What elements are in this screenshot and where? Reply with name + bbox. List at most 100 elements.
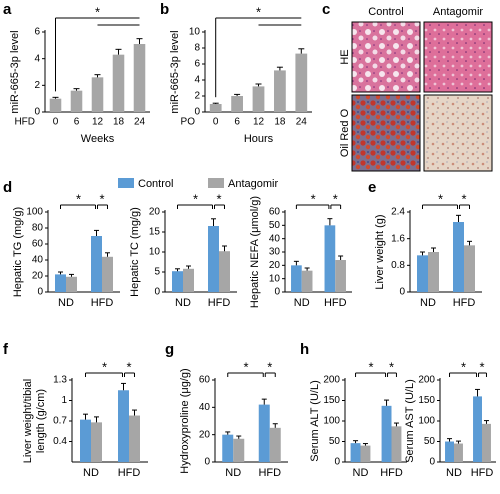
x-tick-label: 12 <box>253 117 265 128</box>
y-axis-label: Liver weight (g) <box>374 214 386 289</box>
y-tick-label: 8 <box>194 43 200 54</box>
x-axis-label: Hours <box>244 133 274 145</box>
legend-swatch <box>208 178 224 188</box>
x-tick-label: ND <box>175 297 191 309</box>
bar <box>222 434 234 462</box>
bar <box>172 271 183 292</box>
x-tick-label: 18 <box>113 117 125 128</box>
bar <box>91 422 102 462</box>
bar <box>231 96 243 112</box>
bar <box>360 445 371 462</box>
bar <box>133 44 146 112</box>
significance: * <box>95 4 100 19</box>
bar <box>269 427 281 462</box>
panel-letter: a <box>3 1 12 18</box>
column-label: Control <box>368 6 403 18</box>
y-tick-label: 0 <box>429 457 435 468</box>
micrograph <box>351 94 421 172</box>
bar <box>391 426 402 462</box>
x-tick-label: HFD <box>91 297 114 309</box>
y-tick-label: 4 <box>34 53 40 64</box>
significance: * <box>461 191 466 206</box>
y-tick-label: 0.8 <box>391 260 405 271</box>
y-tick-label: 5 <box>154 267 160 278</box>
bar <box>129 415 140 462</box>
y-tick-label: 4 <box>194 75 200 86</box>
y-axis-label: Liver weight/tibial <box>22 379 34 463</box>
y-tick-label: 15 <box>149 227 161 238</box>
x-tick-label: 12 <box>92 117 104 128</box>
y-tick-label: 50 <box>329 436 341 447</box>
panel-letter: h <box>300 341 309 358</box>
significance: * <box>193 191 198 206</box>
y-tick-label: 60 <box>199 375 211 386</box>
bar <box>453 222 464 292</box>
bar <box>417 255 428 292</box>
panel-letter: e <box>368 179 376 196</box>
y-tick-label: 0 <box>34 107 40 118</box>
bar <box>112 54 125 112</box>
y-tick-label: 1.6 <box>391 233 405 244</box>
y-tick-label: 0 <box>274 287 280 298</box>
significance: * <box>333 191 338 206</box>
panel-letter: f <box>3 341 9 358</box>
significance: * <box>461 359 466 374</box>
x-tick-label: 24 <box>296 117 308 128</box>
bar <box>381 405 392 462</box>
bar <box>464 245 475 292</box>
x-tick-label: HFD <box>208 297 231 309</box>
x-axis-label: Weeks <box>81 133 115 145</box>
y-axis-label: miR-665-3p level <box>169 30 181 113</box>
x-tick-label: ND <box>294 297 310 309</box>
bar <box>183 268 194 292</box>
significance: * <box>99 191 104 206</box>
y-tick-label: 100 <box>323 416 340 427</box>
y-axis-label: Serum ALT (U/L) <box>309 380 321 462</box>
significance: * <box>243 359 248 374</box>
y-tick-label: 0 <box>154 287 160 298</box>
panel-letter: b <box>160 1 169 18</box>
y-tick-label: 20 <box>32 271 44 282</box>
x-tick-label: 0 <box>213 117 219 128</box>
y-tick-label: 20 <box>269 260 281 271</box>
bar <box>324 225 336 292</box>
significance: * <box>438 191 443 206</box>
significance: * <box>256 4 261 19</box>
micrograph <box>423 21 493 93</box>
panel-letter: d <box>3 179 12 196</box>
y-axis-label: Serum AST (U/L) <box>404 379 416 463</box>
y-tick-label: 0 <box>204 457 210 468</box>
y-tick-label: 100 <box>418 416 435 427</box>
bar <box>454 443 463 462</box>
y-tick-label: 50 <box>424 436 436 447</box>
y-axis-label: length (g/cm) <box>35 389 47 453</box>
y-tick-label: 0.4 <box>53 436 67 447</box>
bar <box>428 252 439 292</box>
column-label: Antagomir <box>433 6 483 18</box>
y-tick-label: 10 <box>189 27 201 38</box>
x-tick-label: HFD <box>453 297 476 309</box>
y-tick-label: 6 <box>194 59 200 70</box>
y-tick-label: 2 <box>34 80 40 91</box>
y-tick-label: 10 <box>149 247 161 258</box>
y-axis-label: Hepatic TG (mg/g) <box>12 207 24 297</box>
x-prefix: PO <box>181 117 196 128</box>
panel-letter: c <box>322 1 330 18</box>
y-tick-label: 80 <box>32 223 44 234</box>
significance: * <box>76 191 81 206</box>
bar <box>102 256 113 292</box>
y-axis-label: Hepatic TC (mg/g) <box>129 207 141 297</box>
bar <box>91 77 104 112</box>
y-axis-label: Hydroxyproline (μg/g) <box>179 368 191 473</box>
y-tick-label: 1.3 <box>53 375 67 386</box>
x-tick-label: 0 <box>53 117 59 128</box>
significance: * <box>479 359 484 374</box>
bar <box>274 70 286 112</box>
row-label: Oil Red O <box>339 108 351 157</box>
micrograph <box>423 94 493 172</box>
significance: * <box>216 191 221 206</box>
x-tick-label: 18 <box>274 117 286 128</box>
y-tick-label: 0 <box>194 107 200 118</box>
